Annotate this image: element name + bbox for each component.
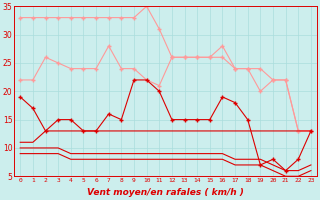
X-axis label: Vent moyen/en rafales ( km/h ): Vent moyen/en rafales ( km/h ) <box>87 188 244 197</box>
